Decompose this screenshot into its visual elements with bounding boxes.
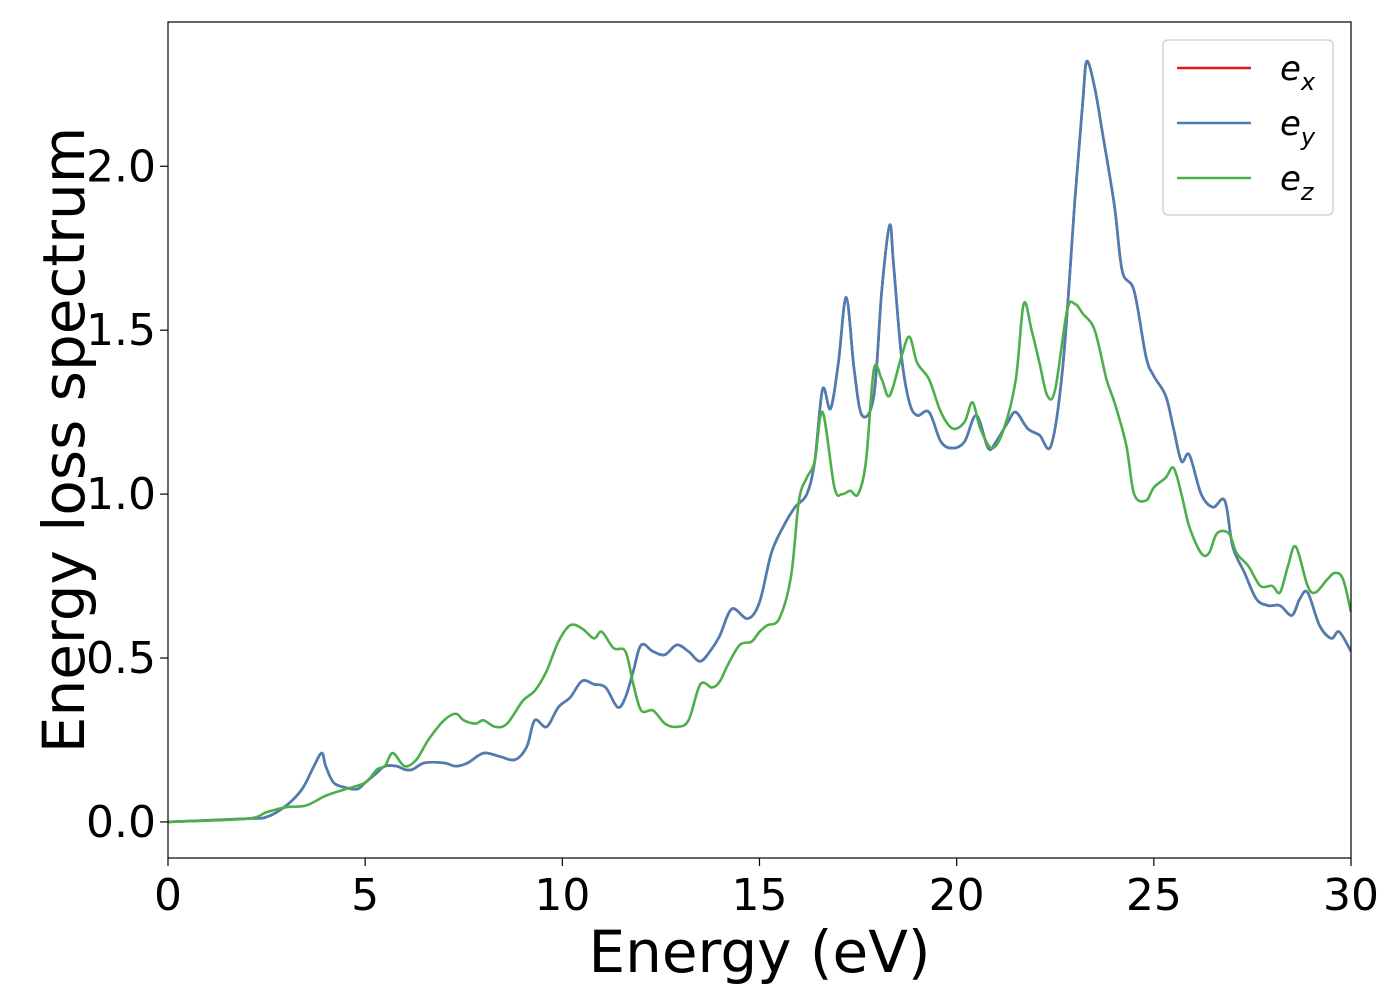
legend-item-ez: ez [1177, 159, 1315, 206]
y-axis-ticks: 0.0 0.5 1.0 1.5 2.0 [86, 141, 168, 848]
x-tick-label: 5 [351, 870, 379, 921]
x-tick-label: 15 [732, 870, 788, 921]
y-axis-label: Energy loss spectrum [30, 127, 98, 753]
legend-label: ez [1280, 159, 1315, 206]
y-tick-label: 2.0 [86, 141, 156, 192]
y-tick-label: 0.0 [86, 797, 156, 848]
series-line-e-y [168, 60, 1351, 824]
series-line-e-z [168, 300, 1351, 824]
y-tick-label: 1.0 [86, 469, 156, 520]
x-tick-label: 0 [154, 870, 182, 921]
x-tick-label: 25 [1126, 870, 1182, 921]
x-axis-ticks: 0 5 10 15 20 25 30 [154, 858, 1379, 921]
legend-item-ey: ey [1177, 104, 1316, 151]
x-tick-label: 10 [534, 870, 590, 921]
x-tick-label: 30 [1323, 870, 1379, 921]
y-tick-label: 1.5 [86, 305, 156, 356]
legend-label: ey [1280, 104, 1316, 151]
legend-box [1162, 39, 1334, 216]
series-layer [168, 60, 1351, 824]
y-tick-label: 0.5 [86, 633, 156, 684]
legend-label: ex [1280, 49, 1316, 96]
x-axis-label: Energy (eV) [588, 918, 930, 986]
x-tick-label: 20 [929, 870, 985, 921]
legend-item-ex: ex [1177, 49, 1316, 96]
legend: ex ey ez [1162, 39, 1334, 216]
